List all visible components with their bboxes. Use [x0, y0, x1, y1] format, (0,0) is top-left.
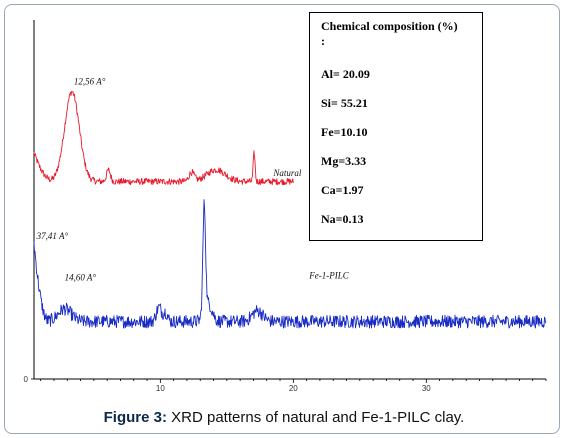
figure-label: Figure 3: [103, 409, 167, 426]
y-tick-label: 0 [24, 375, 29, 384]
chart-annotations: 12,56 A° 37,41 A° 14,60 A° Natural Fe-1-PILC [36, 77, 350, 283]
chart-axes: 10 20 30 0 [24, 20, 547, 393]
composition-item-mg: Mg=3.33 [321, 154, 367, 168]
composition-item-fe: Fe=10.10 [321, 125, 368, 139]
chart-series [33, 91, 547, 329]
peak-annotation: 37,41 A° [36, 231, 69, 241]
x-tick-label: 10 [156, 384, 165, 393]
series-line-fe-1-pilc [33, 199, 547, 329]
composition-item-na: Na=0.13 [321, 212, 364, 226]
chemical-composition-box: Chemical composition (%) : Al= 20.09 Si=… [309, 12, 483, 241]
composition-item-si: Si= 55.21 [321, 96, 368, 110]
peak-annotation: 14,60 A° [65, 272, 97, 282]
x-tick-label: 30 [422, 384, 431, 393]
series-line-natural [33, 91, 294, 186]
series-annotation: Natural [272, 168, 302, 178]
figure-caption-text: XRD patterns of natural and Fe-1-PILC cl… [166, 409, 465, 426]
x-tick-label: 20 [289, 384, 298, 393]
composition-title: Chemical composition (%) : [321, 19, 458, 48]
composition-item-ca: Ca=1.97 [321, 183, 364, 197]
figure-caption: Figure 3: XRD patterns of natural and Fe… [0, 409, 568, 426]
composition-item-al: Al= 20.09 [321, 67, 370, 81]
peak-annotation: 12,56 A° [74, 77, 106, 87]
series-annotation: Fe-1-PILC [308, 270, 349, 280]
